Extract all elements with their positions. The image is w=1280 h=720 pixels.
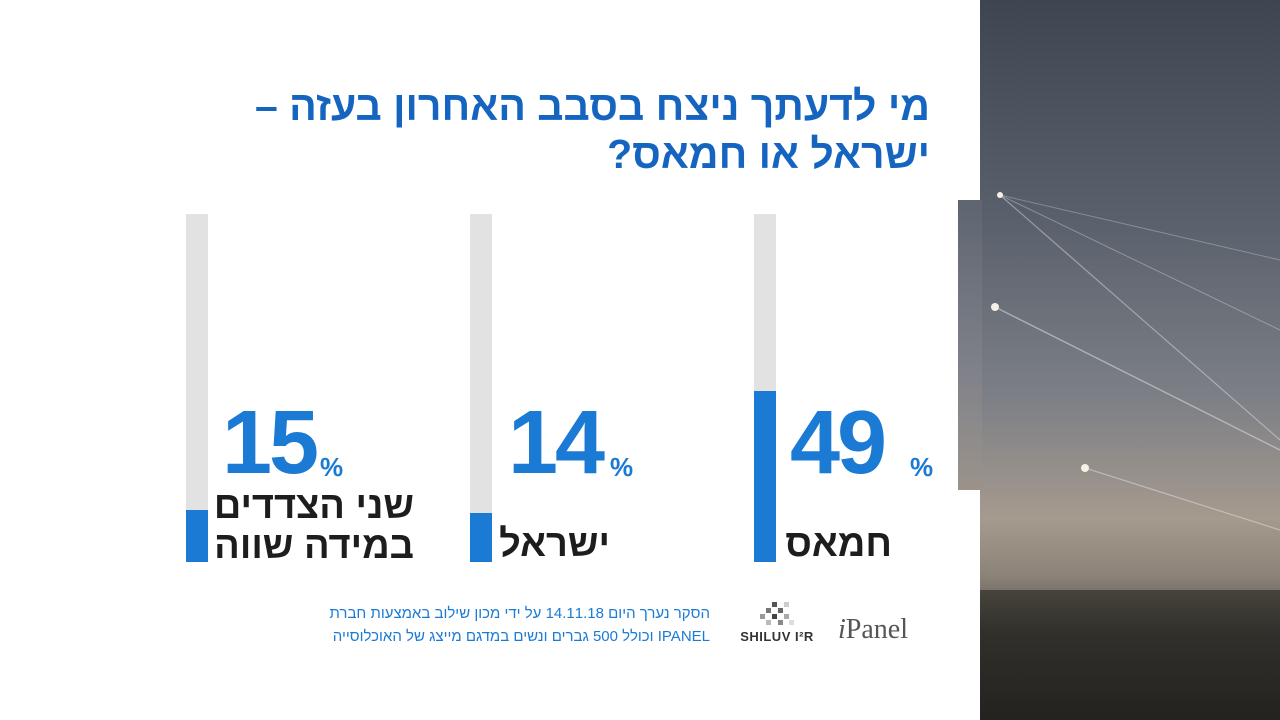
footnote-line1: הסקר נערך היום 14.11.18 על ידי מכון שילו… — [329, 605, 710, 622]
bar-label-hamas-line1: חמאס — [785, 523, 892, 565]
footnote-line2: IPANEL וכולל 500 גברים ונשים במדגם מייצג… — [332, 628, 710, 645]
ipanel-logo-rest: Panel — [845, 614, 908, 645]
chart-title-line1: מי לדעתך ניצח בסבב האחרון בעזה – — [254, 83, 930, 129]
chart-title: מי לדעתך ניצח בסבב האחרון בעזה – ישראל א… — [230, 82, 930, 178]
ipanel-logo-prefix: i — [838, 614, 846, 645]
photo-notch — [958, 200, 982, 490]
bar-label-both-line1: שני הצדדים — [213, 485, 414, 527]
bar-fill-both — [186, 510, 208, 562]
bar-label-both: שני הצדדים במידה שווה — [214, 486, 414, 566]
bar-track-israel — [470, 214, 492, 562]
ipanel-logo: iPanel — [838, 614, 908, 646]
bar-unit-both: % — [320, 452, 344, 482]
bar-label-israel: ישראל — [499, 524, 610, 564]
bar-value-both: 15 — [222, 393, 319, 493]
shiluv-logo: SHILUV I²R — [732, 602, 822, 648]
rocket-trails-graphic — [980, 192, 1280, 720]
survey-footnote: הסקר נערך היום 14.11.18 על ידי מכון שילו… — [210, 602, 710, 648]
bar-unit-israel: % — [610, 452, 634, 482]
bar-value-israel: 14 — [508, 393, 605, 493]
bar-track-hamas — [754, 214, 776, 562]
bar-label-hamas: חמאס — [785, 524, 892, 564]
bar-fill-israel — [470, 513, 492, 562]
bar-fill-hamas — [754, 391, 776, 562]
shiluv-logo-text: SHILUV I²R — [740, 629, 814, 644]
shiluv-pixel-icon — [760, 602, 794, 625]
bar-label-israel-line1: ישראל — [499, 523, 610, 565]
bar-label-both-line2: במידה שווה — [214, 525, 414, 567]
bar-unit-hamas: % — [910, 452, 934, 482]
night-sky-photo — [980, 0, 1280, 720]
bar-value-hamas: 49 — [790, 393, 887, 493]
chart-title-line2: ישראל או חמאס? — [607, 131, 930, 177]
bar-track-both — [186, 214, 208, 562]
